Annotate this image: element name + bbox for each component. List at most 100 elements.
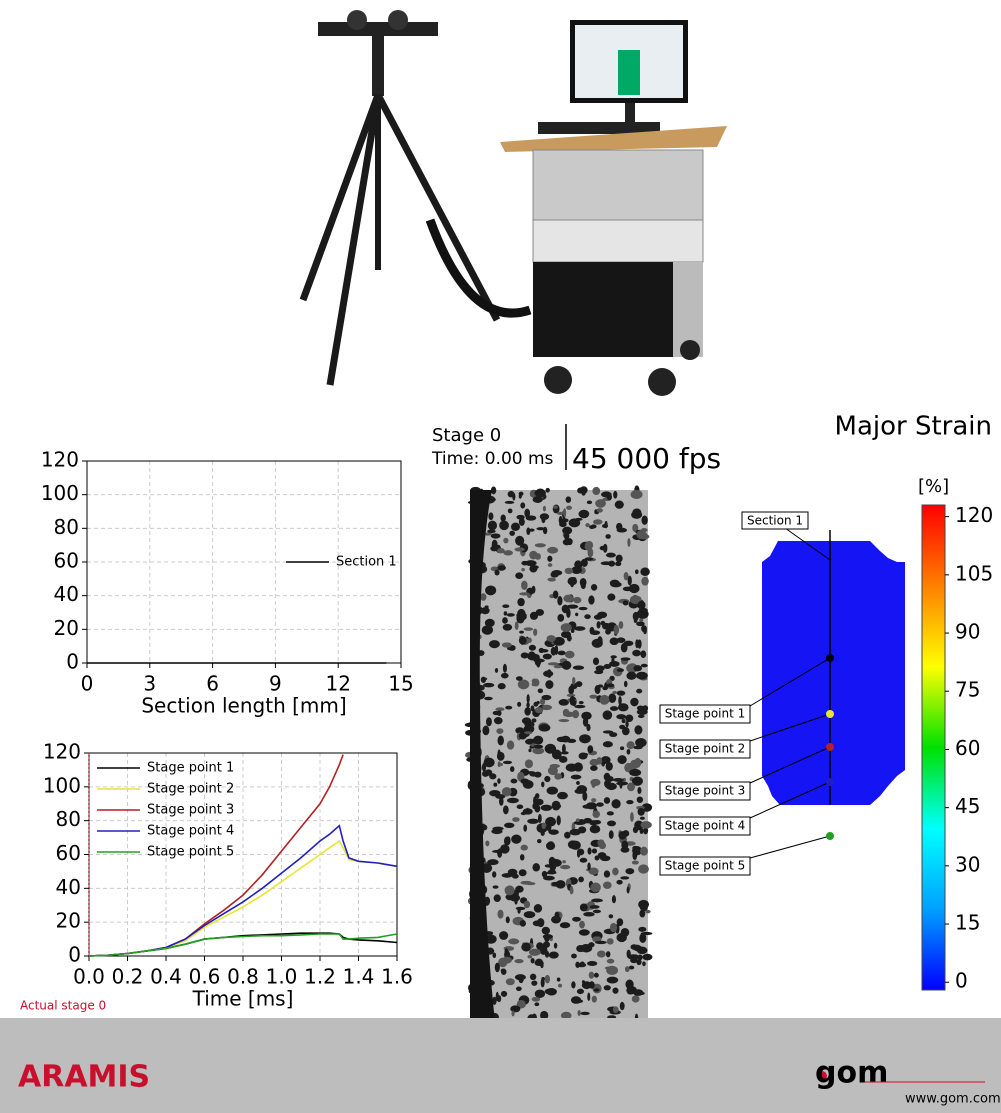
speckle-dot (580, 558, 588, 567)
speckle-dot (581, 980, 586, 984)
speckle-dot (562, 860, 566, 864)
speckle-dot (626, 799, 634, 805)
speckle-dot (517, 679, 530, 690)
speckle-dot (535, 608, 545, 616)
speckle-dot (608, 914, 614, 919)
speckle-dot (643, 827, 649, 835)
y-tick-label: 0 (66, 650, 79, 674)
speckle-dot (637, 714, 645, 719)
speckle-dot (634, 569, 639, 575)
speckle-dot (554, 645, 559, 656)
speckle-dot (627, 538, 631, 547)
speckle-dot (526, 702, 530, 709)
y-tick-label: 120 (41, 448, 79, 472)
speckle-dot (558, 699, 569, 706)
speckle-dot (602, 881, 612, 889)
speckle-dot (561, 743, 566, 754)
speckle-dot (506, 740, 515, 750)
speckle-dot (619, 1001, 625, 1011)
speckle-dot (579, 920, 585, 929)
speckle-dot (589, 905, 600, 909)
speckle-dot (557, 650, 566, 656)
speckle-dot (612, 987, 619, 994)
speckle-dot (600, 756, 611, 764)
speckle-dot (636, 688, 643, 694)
speckle-dot (608, 560, 616, 567)
speckle-dot (529, 772, 539, 777)
speckle-dot (547, 869, 556, 875)
speckle-dot (530, 705, 535, 712)
speckle-dot (514, 896, 518, 905)
speckle-dot (503, 611, 508, 616)
speckle-dot (590, 584, 598, 591)
speckle-dot (613, 490, 618, 499)
speckle-dot (553, 942, 558, 949)
speckle-dot (502, 604, 510, 608)
speckle-dot (492, 952, 497, 959)
speckle-dot (526, 527, 531, 535)
speckle-dot (637, 954, 643, 961)
speckle-dot (591, 783, 596, 788)
speckle-dot (534, 989, 546, 998)
speckle-dot (519, 920, 526, 927)
speckle-dot (606, 958, 615, 964)
speckle-dot (612, 690, 617, 694)
speckle-dot (618, 831, 627, 840)
x-axis-label: Section length [mm] (141, 694, 346, 718)
x-tick-label: 0.6 (189, 965, 221, 989)
speckle-dot (575, 818, 580, 823)
speckle-dot (604, 520, 608, 529)
speckle-dot (540, 704, 553, 711)
speckle-dot (519, 592, 531, 596)
speckle-dot (587, 960, 598, 966)
speckle-dot (617, 755, 627, 765)
speckle-dot (505, 978, 515, 986)
speckle-dot (524, 759, 533, 769)
speckle-dot (632, 826, 639, 834)
speckle-dot (554, 911, 560, 919)
speckle-dot (565, 763, 578, 772)
speckle-dot (498, 957, 508, 968)
speckle-dot (490, 545, 498, 552)
speckle-dot (541, 694, 552, 701)
speckle-dot (571, 999, 584, 1004)
speckle-dot (531, 980, 538, 986)
legend-label: Stage point 5 (147, 845, 234, 860)
speckle-dot (534, 543, 546, 548)
speckle-dot (616, 690, 626, 696)
speckle-dot (599, 694, 610, 705)
speckle-dot (499, 520, 509, 531)
speckle-dot (507, 508, 513, 514)
speckle-dot (609, 706, 619, 711)
speckle-dot (489, 789, 501, 797)
speckle-dot (501, 787, 512, 797)
speckle-dot (629, 595, 642, 605)
leader-line (749, 746, 831, 784)
speckle-dot (633, 618, 638, 623)
point-label-box (659, 739, 751, 759)
speckle-dot (592, 909, 602, 914)
speckle-dot (536, 700, 540, 705)
speckle-dot (531, 585, 536, 594)
leader-line (749, 835, 831, 859)
speckle-dot (515, 986, 522, 992)
speckle-dot (481, 625, 494, 635)
speckle-dot (547, 577, 556, 582)
speckle-dot (622, 777, 626, 782)
speckle-dot (509, 530, 515, 536)
speckle-dot (494, 569, 500, 576)
speckle-dot (482, 725, 490, 736)
colorbar-tick-label: 120 (955, 503, 993, 527)
speckle-dot (510, 522, 521, 531)
speckle-dot (558, 719, 570, 723)
speckle-dot (606, 683, 615, 688)
speckle-dot (626, 886, 630, 894)
speckle-dot (589, 525, 595, 530)
speckle-dot (625, 714, 634, 722)
speckle-dot (541, 870, 548, 878)
speckle-dot (516, 514, 525, 520)
speckle-dot (625, 868, 635, 875)
speckle-dot (616, 668, 625, 673)
speckle-dot (527, 818, 539, 824)
